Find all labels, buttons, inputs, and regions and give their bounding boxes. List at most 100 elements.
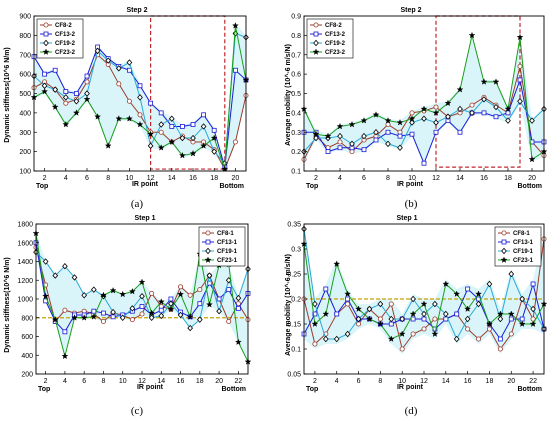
panel-a-point-CF23-2-10 bbox=[125, 115, 133, 122]
panel-c-point-CF19-1-11 bbox=[129, 305, 136, 312]
panel-c-point-CF13-1-18 bbox=[197, 301, 203, 307]
panel-b-xtick-label-18: 18 bbox=[504, 175, 512, 182]
panel-a-point-CF19-2-17 bbox=[200, 123, 207, 130]
panel-a-point-CF23-2-12 bbox=[147, 130, 155, 138]
panel-b-point-CF13-2-4 bbox=[337, 145, 343, 151]
panel-d-point-CF23-1-18 bbox=[486, 320, 493, 327]
panel-a-point-CF19-2-11 bbox=[137, 94, 143, 101]
panel-c-ytick-label-200: 200 bbox=[21, 372, 33, 379]
panel-d-point-CF13-1-15 bbox=[454, 311, 460, 317]
panel-b-point-CF19-2-5 bbox=[349, 140, 355, 148]
panel-c-legend-label-CF13-1: CF13-1 bbox=[217, 240, 238, 246]
panel-b-point-CF13-2-6 bbox=[361, 147, 367, 153]
panel-d-point-CF19-1-13 bbox=[432, 300, 438, 308]
panel-d-point-CF13-1-5 bbox=[345, 296, 351, 302]
panel-d-point-CF8-1-16 bbox=[465, 326, 471, 332]
panel-d-point-CF8-1-13 bbox=[432, 316, 438, 322]
panel-d-point-CF19-1-18 bbox=[486, 280, 493, 288]
panel-a-point-CF23-2-6 bbox=[83, 95, 91, 103]
panel-a-point-CF23-2-19 bbox=[221, 165, 229, 172]
panel-b-legend-marker-CF23-2 bbox=[312, 48, 320, 55]
panel-d-point-CF23-1-12 bbox=[420, 300, 428, 307]
panel-c-xtick-label-8: 8 bbox=[102, 378, 106, 385]
panel-b-point-CF8-2-4 bbox=[337, 139, 343, 145]
panel-d-point-CF23-1-3 bbox=[322, 310, 330, 317]
panel-d-point-CF19-1-16 bbox=[464, 315, 471, 323]
panel-b-point-CF23-2-8 bbox=[384, 117, 392, 124]
panel-b-point-CF19-2-15 bbox=[469, 109, 475, 117]
panel-a-point-CF23-2-8 bbox=[104, 142, 112, 149]
panel-d-legend-label-CF8-1: CF8-1 bbox=[513, 231, 530, 237]
panel-d-point-CF13-1-19 bbox=[497, 336, 503, 342]
panel-d-point-CF8-1-5 bbox=[345, 301, 351, 307]
panel-d-point-CF13-1-20 bbox=[508, 316, 514, 322]
panel-c-label: (c) bbox=[131, 405, 144, 417]
panel-a-point-CF23-2-9 bbox=[115, 115, 123, 122]
panel-b-chart: Step 2 IR point Average mobility (10^-6 … bbox=[284, 7, 548, 210]
panel-b-point-CF13-2-14 bbox=[457, 129, 463, 135]
panel-a-point-CF23-2-7 bbox=[94, 113, 101, 120]
panel-b-xlabel: IR point bbox=[397, 181, 424, 188]
panel-b-xtick-label-16: 16 bbox=[480, 175, 488, 182]
panel-a-point-CF13-2-13 bbox=[158, 110, 164, 116]
panel-b-point-CF19-2-4 bbox=[337, 132, 343, 140]
panel-d-ytick-label-0.25: 0.25 bbox=[287, 272, 301, 279]
panel-b-ytick-label-0.9: 0.9 bbox=[291, 14, 301, 21]
panel-b-xtick-label-2: 2 bbox=[314, 175, 318, 182]
panel-a-xtick-label-4: 4 bbox=[64, 175, 68, 182]
panel-b-ytick-label-0.8: 0.8 bbox=[291, 33, 301, 40]
panel-a-point-CF13-2-4 bbox=[63, 89, 69, 94]
panel-d-point-CF19-1-17 bbox=[475, 300, 482, 308]
panel-a-point-CF13-2-17 bbox=[201, 112, 207, 118]
panel-b-legend-label-CF13-2: CF13-2 bbox=[325, 32, 346, 38]
panel-b-point-CF19-2-13 bbox=[445, 113, 451, 120]
panel-a-xtick-label-10: 10 bbox=[126, 175, 134, 182]
panel-d-point-CF13-1-9 bbox=[388, 321, 394, 327]
panel-d-xtick-label-2: 2 bbox=[313, 378, 317, 385]
panel-c-point-CF19-1-14 bbox=[158, 312, 165, 320]
panel-b-point-CF23-2-16 bbox=[480, 78, 488, 85]
panel-a-point-CF8-2-9 bbox=[116, 81, 122, 87]
panel-a-point-CF23-2-5 bbox=[73, 109, 80, 116]
panel-a-xlabel: IR point bbox=[132, 181, 159, 188]
panel-c-point-CF8-1-4 bbox=[62, 307, 68, 313]
panel-d-point-CF19-1-19 bbox=[497, 315, 504, 323]
panel-a-point-CF19-2-5 bbox=[73, 98, 80, 105]
panel-b-point-CF23-2-14 bbox=[456, 86, 464, 93]
panel-b-point-CF13-2-9 bbox=[397, 133, 403, 139]
panel-a-point-CF13-2-14 bbox=[169, 124, 175, 129]
panel-a-point-CF19-2-7 bbox=[94, 47, 101, 55]
panel-c-point-CF19-1-12 bbox=[139, 292, 145, 300]
panel-b-point-CF13-2-17 bbox=[493, 114, 499, 120]
panel-c-point-CF13-1-12 bbox=[139, 304, 145, 309]
panel-b-xtick-label-4: 4 bbox=[338, 175, 342, 182]
panel-c-point-CF23-1-3 bbox=[51, 316, 59, 323]
panel-d-point-CF19-1-14 bbox=[442, 310, 449, 318]
panel-a-legend-label-CF23-2: CF23-2 bbox=[55, 50, 76, 56]
panel-c-point-CF19-1-6 bbox=[81, 292, 88, 299]
panel-d-point-CF23-1-13 bbox=[431, 330, 439, 337]
panel-c-point-CF19-1-2 bbox=[42, 258, 49, 265]
panel-d-xtick-label-14: 14 bbox=[442, 378, 450, 385]
panel-d-xtick-label-18: 18 bbox=[486, 378, 494, 385]
panel-d-point-CF19-1-21 bbox=[519, 295, 526, 303]
panel-a-point-CF13-2-18 bbox=[211, 127, 217, 133]
panel-b-ytick-label-0.2: 0.2 bbox=[291, 149, 301, 156]
panel-c-point-CF23-1-17 bbox=[186, 313, 194, 320]
panel-d-point-CF13-1-4 bbox=[334, 311, 340, 317]
panel-c-xtick-label-12: 12 bbox=[138, 378, 146, 385]
panel-c-ytick-label-1600: 1600 bbox=[17, 240, 33, 247]
panel-d-point-CF19-1-10 bbox=[399, 315, 406, 323]
panel-c-point-CF8-1-8 bbox=[100, 318, 106, 324]
panel-c-point-CF19-1-7 bbox=[90, 286, 97, 293]
panel-c-ytick-label-800: 800 bbox=[21, 315, 33, 322]
panel-d-legend-marker-CF13-1 bbox=[501, 239, 507, 245]
panel-c-title: Step 1 bbox=[134, 215, 155, 222]
panel-b-ytick-label-0.1: 0.1 bbox=[291, 169, 301, 176]
panel-b-point-CF19-2-8 bbox=[385, 140, 391, 148]
panel-a-point-CF8-2-13 bbox=[158, 129, 164, 135]
panel-b-point-CF23-2-11 bbox=[420, 105, 428, 112]
panel-d-point-CF8-1-12 bbox=[421, 326, 427, 332]
panel-b-point-CF19-2-9 bbox=[397, 144, 403, 151]
panel-b-point-CF13-2-8 bbox=[385, 129, 391, 135]
